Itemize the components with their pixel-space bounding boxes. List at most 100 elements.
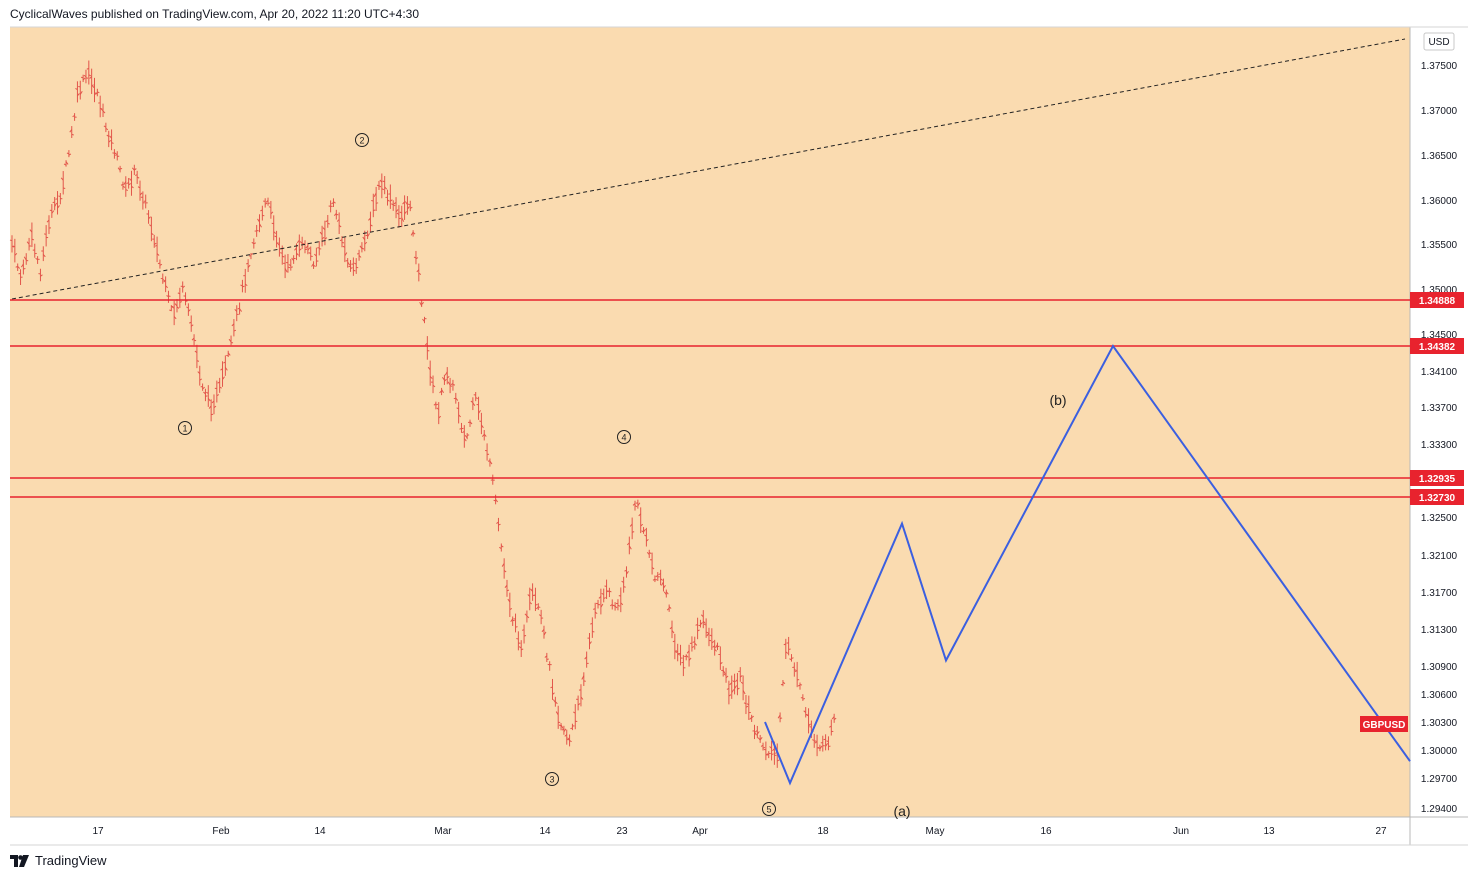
candle-close-tick xyxy=(367,233,371,237)
candle-close-tick xyxy=(165,285,168,289)
candle-close-tick xyxy=(370,224,373,227)
candle-open-tick xyxy=(723,673,727,676)
candle-close-tick xyxy=(435,403,439,406)
candle-open-tick xyxy=(15,265,18,268)
candle-close-tick xyxy=(284,268,288,273)
candle-close-tick xyxy=(185,300,188,302)
candle-open-tick xyxy=(564,734,568,737)
candle-open-tick xyxy=(427,366,431,371)
candle-close-tick xyxy=(717,645,720,648)
candle-close-tick xyxy=(643,528,646,533)
candle-open-tick xyxy=(803,710,807,713)
candle-close-tick xyxy=(244,283,248,287)
candle-open-tick xyxy=(234,308,238,312)
candle-open-tick xyxy=(735,679,738,683)
candle-close-tick xyxy=(207,398,211,402)
trend-line-dashed[interactable] xyxy=(11,38,1406,300)
candle-open-tick xyxy=(342,245,346,248)
candle-close-tick xyxy=(344,252,348,257)
candle-open-tick xyxy=(661,581,664,586)
symbol-tag[interactable]: GBPUSD xyxy=(1360,716,1408,732)
candle-open-tick xyxy=(743,702,747,705)
candle-close-tick xyxy=(128,183,131,186)
candle-close-tick xyxy=(432,384,436,388)
candle-open-tick xyxy=(407,203,411,206)
candle-open-tick xyxy=(100,108,104,112)
candle-open-tick xyxy=(535,606,539,610)
candle-open-tick xyxy=(177,292,181,295)
candle-open-tick xyxy=(18,272,21,275)
candle-close-tick xyxy=(660,578,663,581)
currency-badge-box xyxy=(1423,32,1455,51)
candle-close-tick xyxy=(632,531,635,533)
candle-open-tick xyxy=(629,523,633,527)
currency-badge[interactable]: USD xyxy=(1423,32,1455,51)
candle-close-tick xyxy=(455,397,459,401)
candle-open-tick xyxy=(217,381,220,384)
candle-open-tick xyxy=(9,239,13,242)
candle-close-tick xyxy=(350,267,353,269)
candle-open-tick xyxy=(729,682,733,686)
candle-open-tick xyxy=(60,177,64,181)
price-axis-tick: 1.34500 xyxy=(1421,330,1458,341)
candle-close-tick xyxy=(538,606,541,608)
tradingview-footer[interactable]: TradingView xyxy=(10,853,107,868)
candle-close-tick xyxy=(156,253,160,256)
candle-open-tick xyxy=(686,650,690,654)
wave-label-circle xyxy=(178,421,192,435)
time-axis-tick: 14 xyxy=(314,826,326,837)
candle-open-tick xyxy=(240,284,243,287)
candle-open-tick xyxy=(157,262,161,265)
candle-close-tick xyxy=(199,378,203,381)
candle-open-tick xyxy=(52,201,55,204)
candle-close-tick xyxy=(589,641,592,645)
candle-close-tick xyxy=(700,622,703,625)
candle-open-tick xyxy=(496,521,499,524)
candle-close-tick xyxy=(446,376,450,379)
candle-open-tick xyxy=(769,746,772,749)
candle-open-tick xyxy=(294,247,297,251)
candle-open-tick xyxy=(211,400,215,404)
time-axis-tick: 17 xyxy=(92,826,104,837)
candle-close-tick xyxy=(54,202,58,207)
time-axis-tick: Mar xyxy=(434,826,452,837)
wave-label-number: 2 xyxy=(359,136,364,146)
candle-open-tick xyxy=(806,714,809,717)
price-axis-tick: 1.30000 xyxy=(1421,746,1458,757)
time-axis-tick: 23 xyxy=(616,826,628,837)
candle-close-tick xyxy=(381,188,385,191)
candle-close-tick xyxy=(563,728,567,733)
time-axis-tick: 16 xyxy=(1040,826,1052,837)
candle-open-tick xyxy=(612,604,616,607)
candle-close-tick xyxy=(239,308,242,312)
candle-open-tick xyxy=(499,546,502,550)
candle-close-tick xyxy=(785,651,789,654)
wave-projection-path[interactable] xyxy=(764,344,1411,786)
candle-open-tick xyxy=(149,224,152,227)
price-level-tag xyxy=(1410,489,1464,505)
candle-open-tick xyxy=(305,245,309,249)
candle-open-tick xyxy=(106,134,110,137)
candle-close-tick xyxy=(79,91,83,95)
candle-close-tick xyxy=(253,242,257,245)
price-axis-tick: 1.35500 xyxy=(1421,240,1458,251)
candle-open-tick xyxy=(632,503,636,506)
candle-open-tick xyxy=(541,628,545,633)
candle-close-tick xyxy=(313,264,316,267)
candle-close-tick xyxy=(637,502,641,507)
candle-close-tick xyxy=(745,705,749,708)
candle-close-tick xyxy=(378,185,382,188)
candle-open-tick xyxy=(396,212,400,215)
candle-close-tick xyxy=(649,552,652,554)
candle-close-tick xyxy=(353,269,356,272)
candle-close-tick xyxy=(356,266,359,269)
candle-open-tick xyxy=(561,728,565,731)
candle-close-tick xyxy=(190,324,194,327)
candle-close-tick xyxy=(151,232,154,236)
price-axis-background xyxy=(1410,27,1468,817)
candle-close-tick xyxy=(762,746,766,749)
candle-close-tick xyxy=(202,386,205,390)
candle-close-tick xyxy=(77,93,80,97)
candle-open-tick xyxy=(20,263,24,268)
